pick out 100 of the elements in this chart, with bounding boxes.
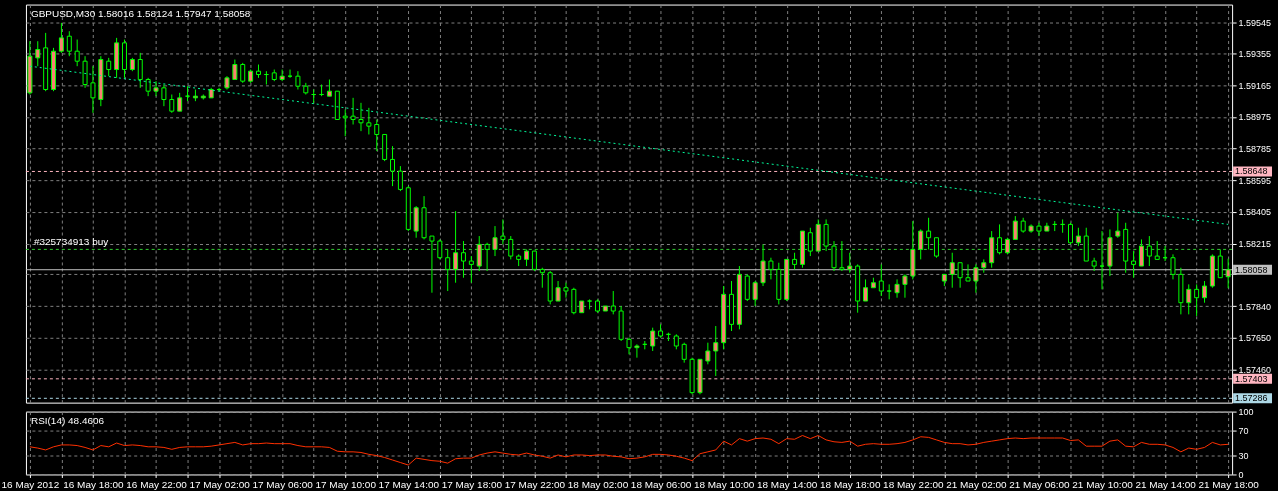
- x-tick-label: 16 May 22:00: [126, 478, 188, 490]
- candlestick: [476, 235, 482, 272]
- ref-line-label: 1.58648: [1235, 166, 1268, 177]
- candlestick: [878, 263, 884, 297]
- x-tick-label: 18 May 22:00: [883, 478, 944, 490]
- candlestick: [1170, 253, 1176, 280]
- y-tick-label: 1.58975: [1238, 112, 1272, 123]
- candlestick: [610, 290, 616, 315]
- candlestick: [1075, 227, 1081, 247]
- candlestick: [957, 262, 963, 289]
- chart-title: GBPUSD,M30 1.58016 1.58124 1.57947 1.58058: [30, 7, 251, 19]
- candlestick: [153, 80, 159, 97]
- x-tick-label: 21 May 10:00: [1072, 478, 1134, 490]
- y-tick-label: 70: [1238, 425, 1249, 436]
- candlestick: [902, 273, 908, 299]
- y-tick-label: 1.58785: [1238, 144, 1272, 155]
- candlestick: [484, 242, 490, 272]
- y-tick-label: 100: [1238, 407, 1254, 418]
- candlestick: [839, 240, 845, 272]
- candlestick: [571, 287, 577, 315]
- x-tick-label: 18 May 02:00: [567, 478, 629, 490]
- candlestick: [918, 228, 924, 260]
- candlestick: [752, 280, 758, 307]
- x-tick-label: 17 May 22:00: [504, 478, 566, 490]
- chart-title: RSI(14) 48.4606: [30, 414, 105, 426]
- candlestick: [1012, 215, 1018, 240]
- candlestick: [949, 252, 955, 289]
- candlestick: [74, 39, 80, 67]
- candlestick: [1154, 240, 1160, 260]
- candlestick: [705, 342, 711, 365]
- candlestick: [531, 250, 537, 272]
- candlestick: [681, 342, 687, 364]
- candlestick: [508, 235, 514, 260]
- candlestick: [429, 235, 435, 294]
- candlestick: [973, 263, 979, 294]
- ref-line-label: 1.57403: [1235, 373, 1268, 384]
- x-tick-label: 16 May 18:00: [63, 478, 125, 490]
- candlestick: [397, 165, 403, 192]
- y-tick-label: 1.58595: [1238, 175, 1272, 186]
- y-tick-label: 1.57650: [1238, 333, 1272, 344]
- candlestick: [760, 243, 766, 287]
- y-tick-label: 1.57460: [1238, 364, 1272, 375]
- x-tick-label: 17 May 06:00: [252, 478, 314, 490]
- y-tick-label: 30: [1238, 451, 1249, 462]
- candlestick: [1202, 280, 1208, 304]
- y-tick-label: 1.57840: [1238, 301, 1272, 312]
- candlestick: [1131, 250, 1137, 279]
- candlestick: [390, 145, 396, 187]
- annotation: #325734913 buy: [33, 236, 109, 248]
- candlestick: [1091, 257, 1097, 272]
- candlestick: [460, 240, 466, 279]
- x-tick-label: 18 May 06:00: [630, 478, 692, 490]
- x-tick-label: 21 May 14:00: [1135, 478, 1197, 490]
- x-tick-label: 17 May 02:00: [189, 478, 251, 490]
- candlestick: [713, 325, 719, 377]
- candlestick: [650, 327, 656, 352]
- candlestick: [350, 97, 356, 125]
- candlestick: [468, 255, 474, 284]
- candlestick: [863, 278, 869, 302]
- x-tick-label: 16 May 2012: [1, 478, 60, 490]
- candlestick: [169, 94, 175, 114]
- candlestick: [161, 84, 167, 107]
- candlestick: [1115, 212, 1121, 239]
- candlestick: [66, 30, 72, 57]
- x-tick-label: 17 May 14:00: [378, 478, 440, 490]
- candlestick: [1146, 235, 1152, 267]
- candlestick: [1217, 248, 1223, 279]
- candlestick: [965, 263, 971, 282]
- candlestick: [35, 40, 41, 67]
- candlestick: [1099, 230, 1105, 290]
- candlestick: [366, 107, 372, 135]
- candlestick: [744, 273, 750, 302]
- candlestick: [90, 65, 96, 114]
- candlestick: [295, 70, 301, 91]
- candlestick: [555, 280, 561, 302]
- line-series: [29, 434, 1229, 466]
- candlestick: [374, 118, 380, 152]
- ref-line-label: 1.58058: [1235, 264, 1268, 275]
- x-tick-label: 18 May 10:00: [693, 478, 755, 490]
- candlestick: [894, 278, 900, 299]
- candlestick: [413, 205, 419, 239]
- candlestick: [445, 248, 451, 292]
- candlestick: [539, 267, 545, 289]
- y-tick-label: 1.58215: [1238, 239, 1272, 250]
- y-tick-label: 1.59545: [1238, 17, 1272, 28]
- x-tick-label: 17 May 18:00: [441, 478, 503, 490]
- candlestick: [1068, 222, 1073, 245]
- x-tick-label: 21 May 02:00: [946, 478, 1008, 490]
- candlestick: [831, 240, 837, 272]
- candlestick: [1225, 258, 1231, 289]
- candlestick: [145, 77, 151, 97]
- candlestick: [137, 52, 143, 89]
- x-tick-label: 21 May 06:00: [1009, 478, 1071, 490]
- x-tick-label: 17 May 10:00: [315, 478, 377, 490]
- candlestick: [500, 218, 506, 245]
- candlestick: [997, 223, 1003, 255]
- y-tick-label: 0: [1238, 469, 1244, 480]
- candlestick: [807, 227, 813, 257]
- candlestick: [358, 102, 364, 132]
- candlestick: [437, 238, 443, 260]
